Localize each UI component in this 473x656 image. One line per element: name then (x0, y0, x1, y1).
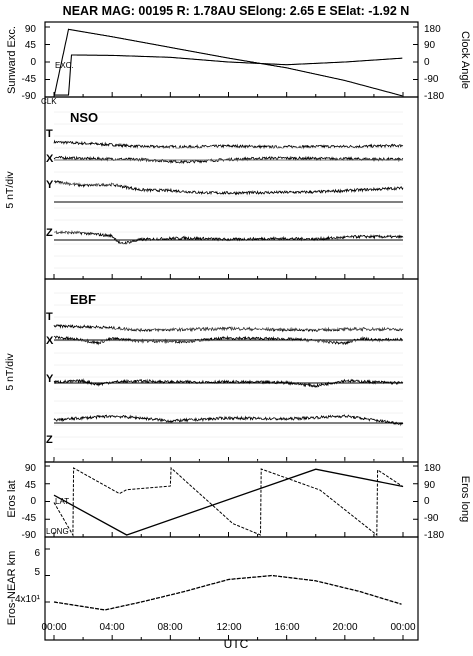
eros-lat-tick-m45: -45 (22, 513, 37, 524)
distance-ylabel: Eros-NEAR km (6, 551, 18, 626)
clk-series-label: CLK (41, 97, 57, 106)
distance-tick-6: 6 (34, 548, 40, 559)
lat-series-label: LAT. (55, 497, 70, 506)
eros-long-tick-m180: -180 (424, 530, 444, 541)
sunward-tick-45: 45 (25, 40, 37, 51)
panel-frame-sunward (44, 21, 419, 98)
ebf-label-y: Y (46, 373, 54, 385)
sunward-tick-m45: -45 (22, 74, 37, 85)
clock-tick-m180: -180 (424, 91, 444, 102)
clock-tick-0: 0 (424, 57, 430, 68)
x-tick-label-1: 04:00 (99, 622, 124, 633)
eros-lat-tick-0: 0 (30, 496, 36, 507)
eros-longitude-line (53, 466, 404, 537)
component-trace-z (53, 230, 404, 245)
ebf-ylabel: 5 nT/div (4, 353, 16, 391)
component-trace-t (53, 324, 404, 333)
ebf-label-z: Z (46, 434, 53, 446)
nso-label-y: Y (46, 179, 54, 191)
eros-latitude-line (53, 468, 404, 536)
eros-lat-tick-m90: -90 (22, 530, 37, 541)
x-tick-label-2: 08:00 (157, 622, 182, 633)
panel-frame-eros (44, 461, 419, 538)
eros-long-ylabel: Eros long (459, 476, 471, 522)
component-trace-t (53, 139, 404, 150)
x-tick-label-0: 00:00 (41, 622, 66, 633)
chart-marks (45, 26, 418, 640)
eros-lat-tick-45: 45 (25, 480, 37, 491)
sunward-tick-m90: -90 (22, 91, 37, 102)
eros-long-tick-0: 0 (424, 496, 430, 507)
x-tick-label-3: 12:00 (216, 622, 241, 633)
component-trace-x (53, 335, 404, 346)
component-trace-z (53, 414, 404, 427)
eros-near-distance-line (53, 574, 402, 611)
component-trace-y (53, 180, 404, 196)
sunward-tick-0: 0 (30, 57, 36, 68)
eros-long-tick-m90: -90 (424, 513, 439, 524)
panel-frame-ebf (44, 278, 419, 463)
figure-header: NEAR MAG: 00195 R: 1.78AU SElong: 2.65 E… (63, 4, 410, 18)
x-tick-label-5: 20:00 (332, 622, 357, 633)
ebf-label-x: X (46, 335, 54, 347)
clock-angle-line (53, 28, 403, 98)
x-tick-label-4: 16:00 (274, 622, 299, 633)
nso-ylabel: 5 nT/div (4, 171, 16, 209)
x-tick-label-6: 00:00 (390, 622, 415, 633)
clock-ylabel: Clock Angle (459, 31, 471, 89)
clock-tick-90: 90 (424, 40, 436, 51)
sunward-excursion-line (54, 54, 403, 96)
distance-tick-5: 5 (34, 567, 40, 578)
long-series-label: LONG (46, 527, 69, 536)
eros-long-tick-90: 90 (424, 480, 436, 491)
sunward-ylabel: Sunward Exc. (6, 26, 18, 94)
sunward-tick-90: 90 (25, 24, 37, 35)
clock-tick-180: 180 (424, 24, 441, 35)
ebf-title: EBF (70, 292, 96, 307)
eros-lat-tick-90: 90 (25, 463, 37, 474)
nso-title: NSO (70, 110, 98, 125)
nso-label-t: T (46, 128, 53, 140)
panel-frame-distance (44, 536, 419, 641)
nso-label-z: Z (46, 227, 53, 239)
x-axis-label: UTC (224, 637, 249, 651)
panel-frame-nso (44, 96, 419, 280)
component-trace-x (53, 155, 404, 165)
distance-tick-4: 4x10¹ (15, 594, 41, 605)
component-trace-y (53, 378, 404, 388)
nso-label-x: X (46, 153, 54, 165)
ebf-label-t: T (46, 311, 53, 323)
eros-long-tick-180: 180 (424, 463, 441, 474)
clock-tick-m90: -90 (424, 74, 439, 85)
exc-series-label: EXC. (55, 61, 74, 70)
eros-lat-ylabel: Eros lat (6, 480, 18, 517)
